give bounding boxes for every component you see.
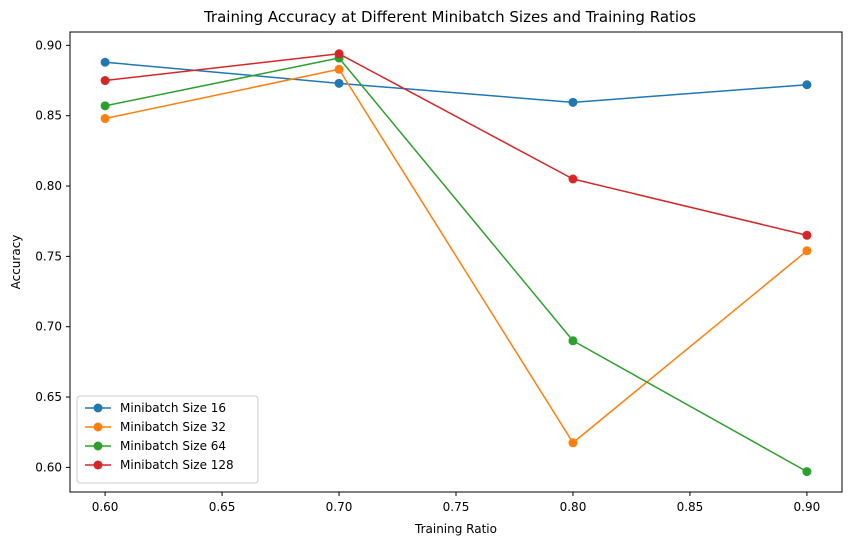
series-line-2 bbox=[104, 68, 808, 444]
y-tick-label: 0.75 bbox=[35, 249, 62, 263]
legend-label: Minibatch Size 128 bbox=[120, 458, 234, 472]
data-point bbox=[334, 64, 344, 74]
y-tick-label: 0.60 bbox=[35, 460, 62, 474]
legend-label: Minibatch Size 32 bbox=[120, 420, 226, 434]
x-tick-label: 0.90 bbox=[794, 500, 821, 514]
legend: Minibatch Size 16 Minibatch Size 32 Miniba… bbox=[76, 395, 259, 484]
series-line-1 bbox=[105, 61, 807, 104]
legend-marker bbox=[93, 460, 103, 470]
data-point bbox=[802, 230, 812, 240]
legend-label: Minibatch Size 64 bbox=[120, 439, 226, 453]
legend-marker bbox=[93, 403, 103, 413]
data-point bbox=[100, 57, 110, 67]
y-tick-label: 0.90 bbox=[35, 38, 62, 52]
data-point bbox=[334, 78, 344, 88]
x-axis-label: Training Ratio bbox=[414, 522, 497, 536]
y-tick-label: 0.65 bbox=[35, 390, 62, 404]
y-tick-label: 0.80 bbox=[35, 179, 62, 193]
plot-area bbox=[69, 31, 843, 493]
x-tick-label: 0.85 bbox=[677, 500, 704, 514]
data-point bbox=[100, 76, 110, 86]
y-axis-label: Accuracy bbox=[9, 235, 23, 290]
x-tick-label: 0.70 bbox=[326, 500, 353, 514]
data-point bbox=[568, 336, 578, 346]
legend-box bbox=[76, 395, 259, 484]
y-tick-label: 0.85 bbox=[35, 109, 62, 123]
x-tick-label: 0.80 bbox=[560, 500, 587, 514]
data-point bbox=[100, 101, 110, 111]
series-line-3 bbox=[104, 57, 808, 473]
data-point bbox=[568, 438, 578, 448]
legend-label: Minibatch Size 16 bbox=[120, 401, 226, 415]
data-point bbox=[568, 97, 578, 107]
data-point bbox=[802, 80, 812, 90]
x-tick-label: 0.65 bbox=[209, 500, 236, 514]
data-point bbox=[334, 49, 344, 59]
data-point bbox=[568, 174, 578, 184]
chart-title: Training Accuracy at Different Minibatch… bbox=[203, 8, 696, 26]
data-point bbox=[100, 114, 110, 124]
data-point bbox=[802, 246, 812, 256]
x-tick-label: 0.60 bbox=[92, 500, 119, 514]
x-tick-label: 0.75 bbox=[443, 500, 470, 514]
legend-marker bbox=[93, 441, 103, 451]
data-point bbox=[802, 467, 812, 477]
y-tick-label: 0.70 bbox=[35, 320, 62, 334]
legend-marker bbox=[93, 422, 103, 432]
series-line-4 bbox=[105, 53, 808, 236]
